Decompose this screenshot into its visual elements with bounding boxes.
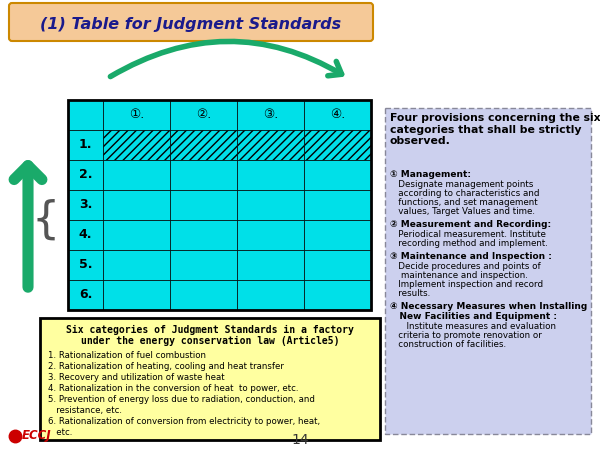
- Bar: [170, 250, 237, 280]
- Text: (1) Table for Judgment Standards: (1) Table for Judgment Standards: [40, 17, 341, 32]
- Bar: [68, 160, 103, 190]
- Bar: [304, 130, 371, 160]
- Text: ④.: ④.: [330, 108, 345, 122]
- Text: criteria to promote renovation or: criteria to promote renovation or: [390, 331, 542, 340]
- Bar: [103, 250, 170, 280]
- Text: etc.: etc.: [48, 428, 73, 437]
- Text: Designate management points: Designate management points: [390, 180, 533, 189]
- Bar: [103, 280, 170, 310]
- Bar: [103, 160, 170, 190]
- Text: 1. Rationalization of fuel combustion: 1. Rationalization of fuel combustion: [48, 351, 206, 360]
- Text: 1.: 1.: [79, 139, 92, 152]
- Bar: [237, 190, 304, 220]
- Bar: [237, 250, 304, 280]
- Bar: [68, 100, 371, 310]
- Text: 6. Rationalization of conversion from electricity to power, heat,: 6. Rationalization of conversion from el…: [48, 417, 320, 426]
- Bar: [304, 190, 371, 220]
- Text: ②.: ②.: [196, 108, 211, 122]
- Text: results.: results.: [390, 289, 430, 298]
- Text: values, Target Values and time.: values, Target Values and time.: [390, 207, 535, 216]
- Bar: [170, 100, 237, 130]
- Bar: [237, 130, 304, 160]
- Bar: [304, 100, 371, 130]
- Bar: [237, 280, 304, 310]
- FancyArrowPatch shape: [110, 41, 341, 76]
- Bar: [68, 220, 103, 250]
- Bar: [237, 160, 304, 190]
- Text: 14: 14: [291, 433, 309, 447]
- Bar: [68, 100, 103, 130]
- Text: functions, and set management: functions, and set management: [390, 198, 538, 207]
- Text: 2. Rationalization of heating, cooling and heat transfer: 2. Rationalization of heating, cooling a…: [48, 362, 284, 371]
- Bar: [304, 250, 371, 280]
- Text: Four provisions concerning the six
categories that shall be strictly
observed.: Four provisions concerning the six categ…: [390, 113, 600, 146]
- Text: according to characteristics and: according to characteristics and: [390, 189, 539, 198]
- Bar: [170, 220, 237, 250]
- Text: ② Measurement and Recording:: ② Measurement and Recording:: [390, 220, 551, 229]
- Bar: [237, 100, 304, 130]
- Text: Periodical measurement. Institute: Periodical measurement. Institute: [390, 230, 546, 239]
- Bar: [237, 220, 304, 250]
- Text: maintenance and inspection.: maintenance and inspection.: [390, 271, 528, 280]
- Bar: [40, 318, 380, 440]
- Bar: [68, 190, 103, 220]
- Bar: [170, 280, 237, 310]
- Text: Implement inspection and record: Implement inspection and record: [390, 280, 543, 289]
- Text: ①.: ①.: [129, 108, 144, 122]
- Text: Decide procedures and points of: Decide procedures and points of: [390, 262, 541, 271]
- Bar: [304, 280, 371, 310]
- Bar: [103, 190, 170, 220]
- Bar: [385, 108, 591, 434]
- Bar: [170, 160, 237, 190]
- Text: ③.: ③.: [263, 108, 278, 122]
- Text: 4. Rationalization in the conversion of heat  to power, etc.: 4. Rationalization in the conversion of …: [48, 384, 299, 393]
- Bar: [103, 100, 170, 130]
- Text: ① Management:: ① Management:: [390, 170, 471, 179]
- Text: Six categories of Judgment Standards in a factory: Six categories of Judgment Standards in …: [66, 325, 354, 335]
- Bar: [103, 220, 170, 250]
- Bar: [68, 250, 103, 280]
- Bar: [68, 280, 103, 310]
- Text: New Facilities and Equipment :: New Facilities and Equipment :: [390, 312, 557, 321]
- Text: 5. Prevention of energy loss due to radiation, conduction, and: 5. Prevention of energy loss due to radi…: [48, 395, 315, 404]
- Text: construction of facilities.: construction of facilities.: [390, 340, 506, 349]
- Bar: [170, 190, 237, 220]
- Text: under the energy conservation law (Article5): under the energy conservation law (Artic…: [81, 336, 339, 346]
- Text: recording method and implement.: recording method and implement.: [390, 239, 548, 248]
- Text: 2.: 2.: [79, 168, 92, 181]
- Text: 5.: 5.: [79, 258, 92, 271]
- Text: 6.: 6.: [79, 288, 92, 302]
- Text: Institute measures and evaluation: Institute measures and evaluation: [390, 322, 556, 331]
- Text: ECCJ: ECCJ: [22, 429, 52, 442]
- Text: resistance, etc.: resistance, etc.: [48, 406, 122, 415]
- FancyBboxPatch shape: [9, 3, 373, 41]
- Text: 4.: 4.: [79, 229, 92, 242]
- Text: {: {: [32, 198, 60, 242]
- Text: ④ Necessary Measures when Installing: ④ Necessary Measures when Installing: [390, 302, 587, 311]
- Bar: [304, 160, 371, 190]
- Text: 3. Recovery and utilization of waste heat: 3. Recovery and utilization of waste hea…: [48, 373, 224, 382]
- Bar: [170, 130, 237, 160]
- Bar: [304, 220, 371, 250]
- Bar: [103, 130, 170, 160]
- Text: ③ Maintenance and Inspection :: ③ Maintenance and Inspection :: [390, 252, 552, 261]
- Text: 3.: 3.: [79, 198, 92, 211]
- FancyArrowPatch shape: [14, 166, 42, 287]
- Bar: [68, 130, 103, 160]
